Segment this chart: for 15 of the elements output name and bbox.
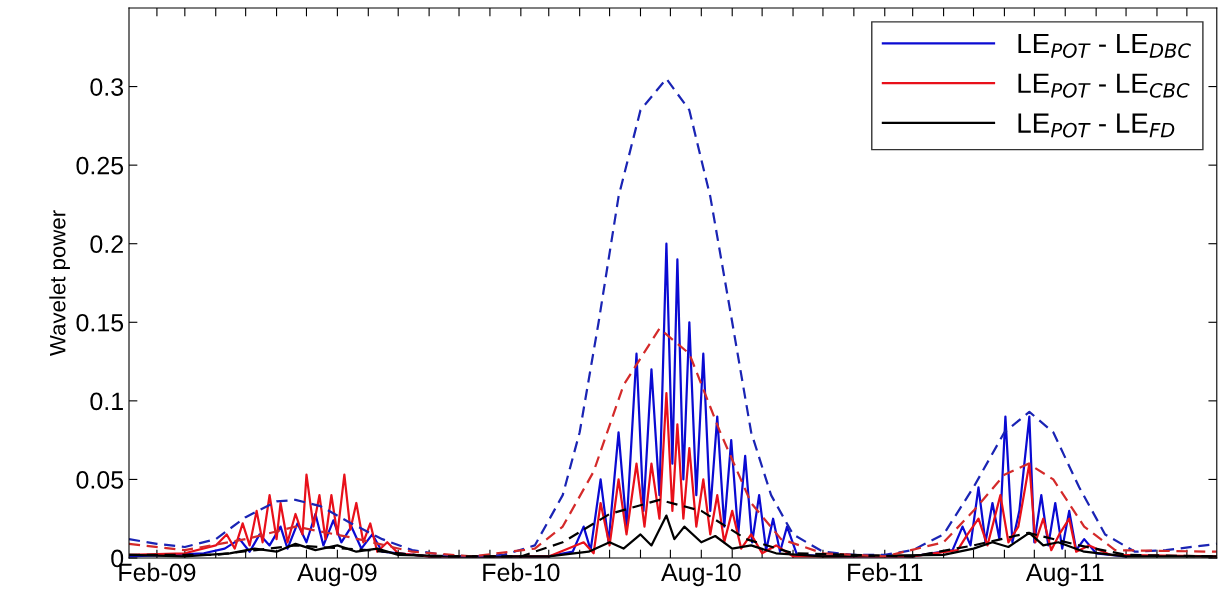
y-tick-label: 0.1 xyxy=(90,392,123,411)
y-axis-title: Wavelet power xyxy=(49,210,70,356)
x-tick-label: Aug-11 xyxy=(1025,563,1104,587)
y-tick-label: 0.05 xyxy=(76,471,124,489)
x-tick-label: Aug-09 xyxy=(297,563,377,587)
y-tick-label: 0.2 xyxy=(90,235,123,254)
x-tick-label: Feb-11 xyxy=(848,562,923,582)
legend-label: LE$_{POT}$ - LE$_{DBC}$ xyxy=(1018,33,1191,58)
legend-label: LE$_{POT}$ - LE$_{FD}$ xyxy=(1018,113,1175,138)
y-tick-label: 0.3 xyxy=(90,78,124,96)
x-tick-label: Aug-10 xyxy=(661,563,741,587)
y-tick-label: 0.25 xyxy=(76,156,124,175)
x-tick-label: Feb-10 xyxy=(483,562,560,582)
legend-label: LE$_{POT}$ - LE$_{CBC}$ xyxy=(1018,73,1190,98)
y-tick-label: 0.15 xyxy=(76,313,124,332)
